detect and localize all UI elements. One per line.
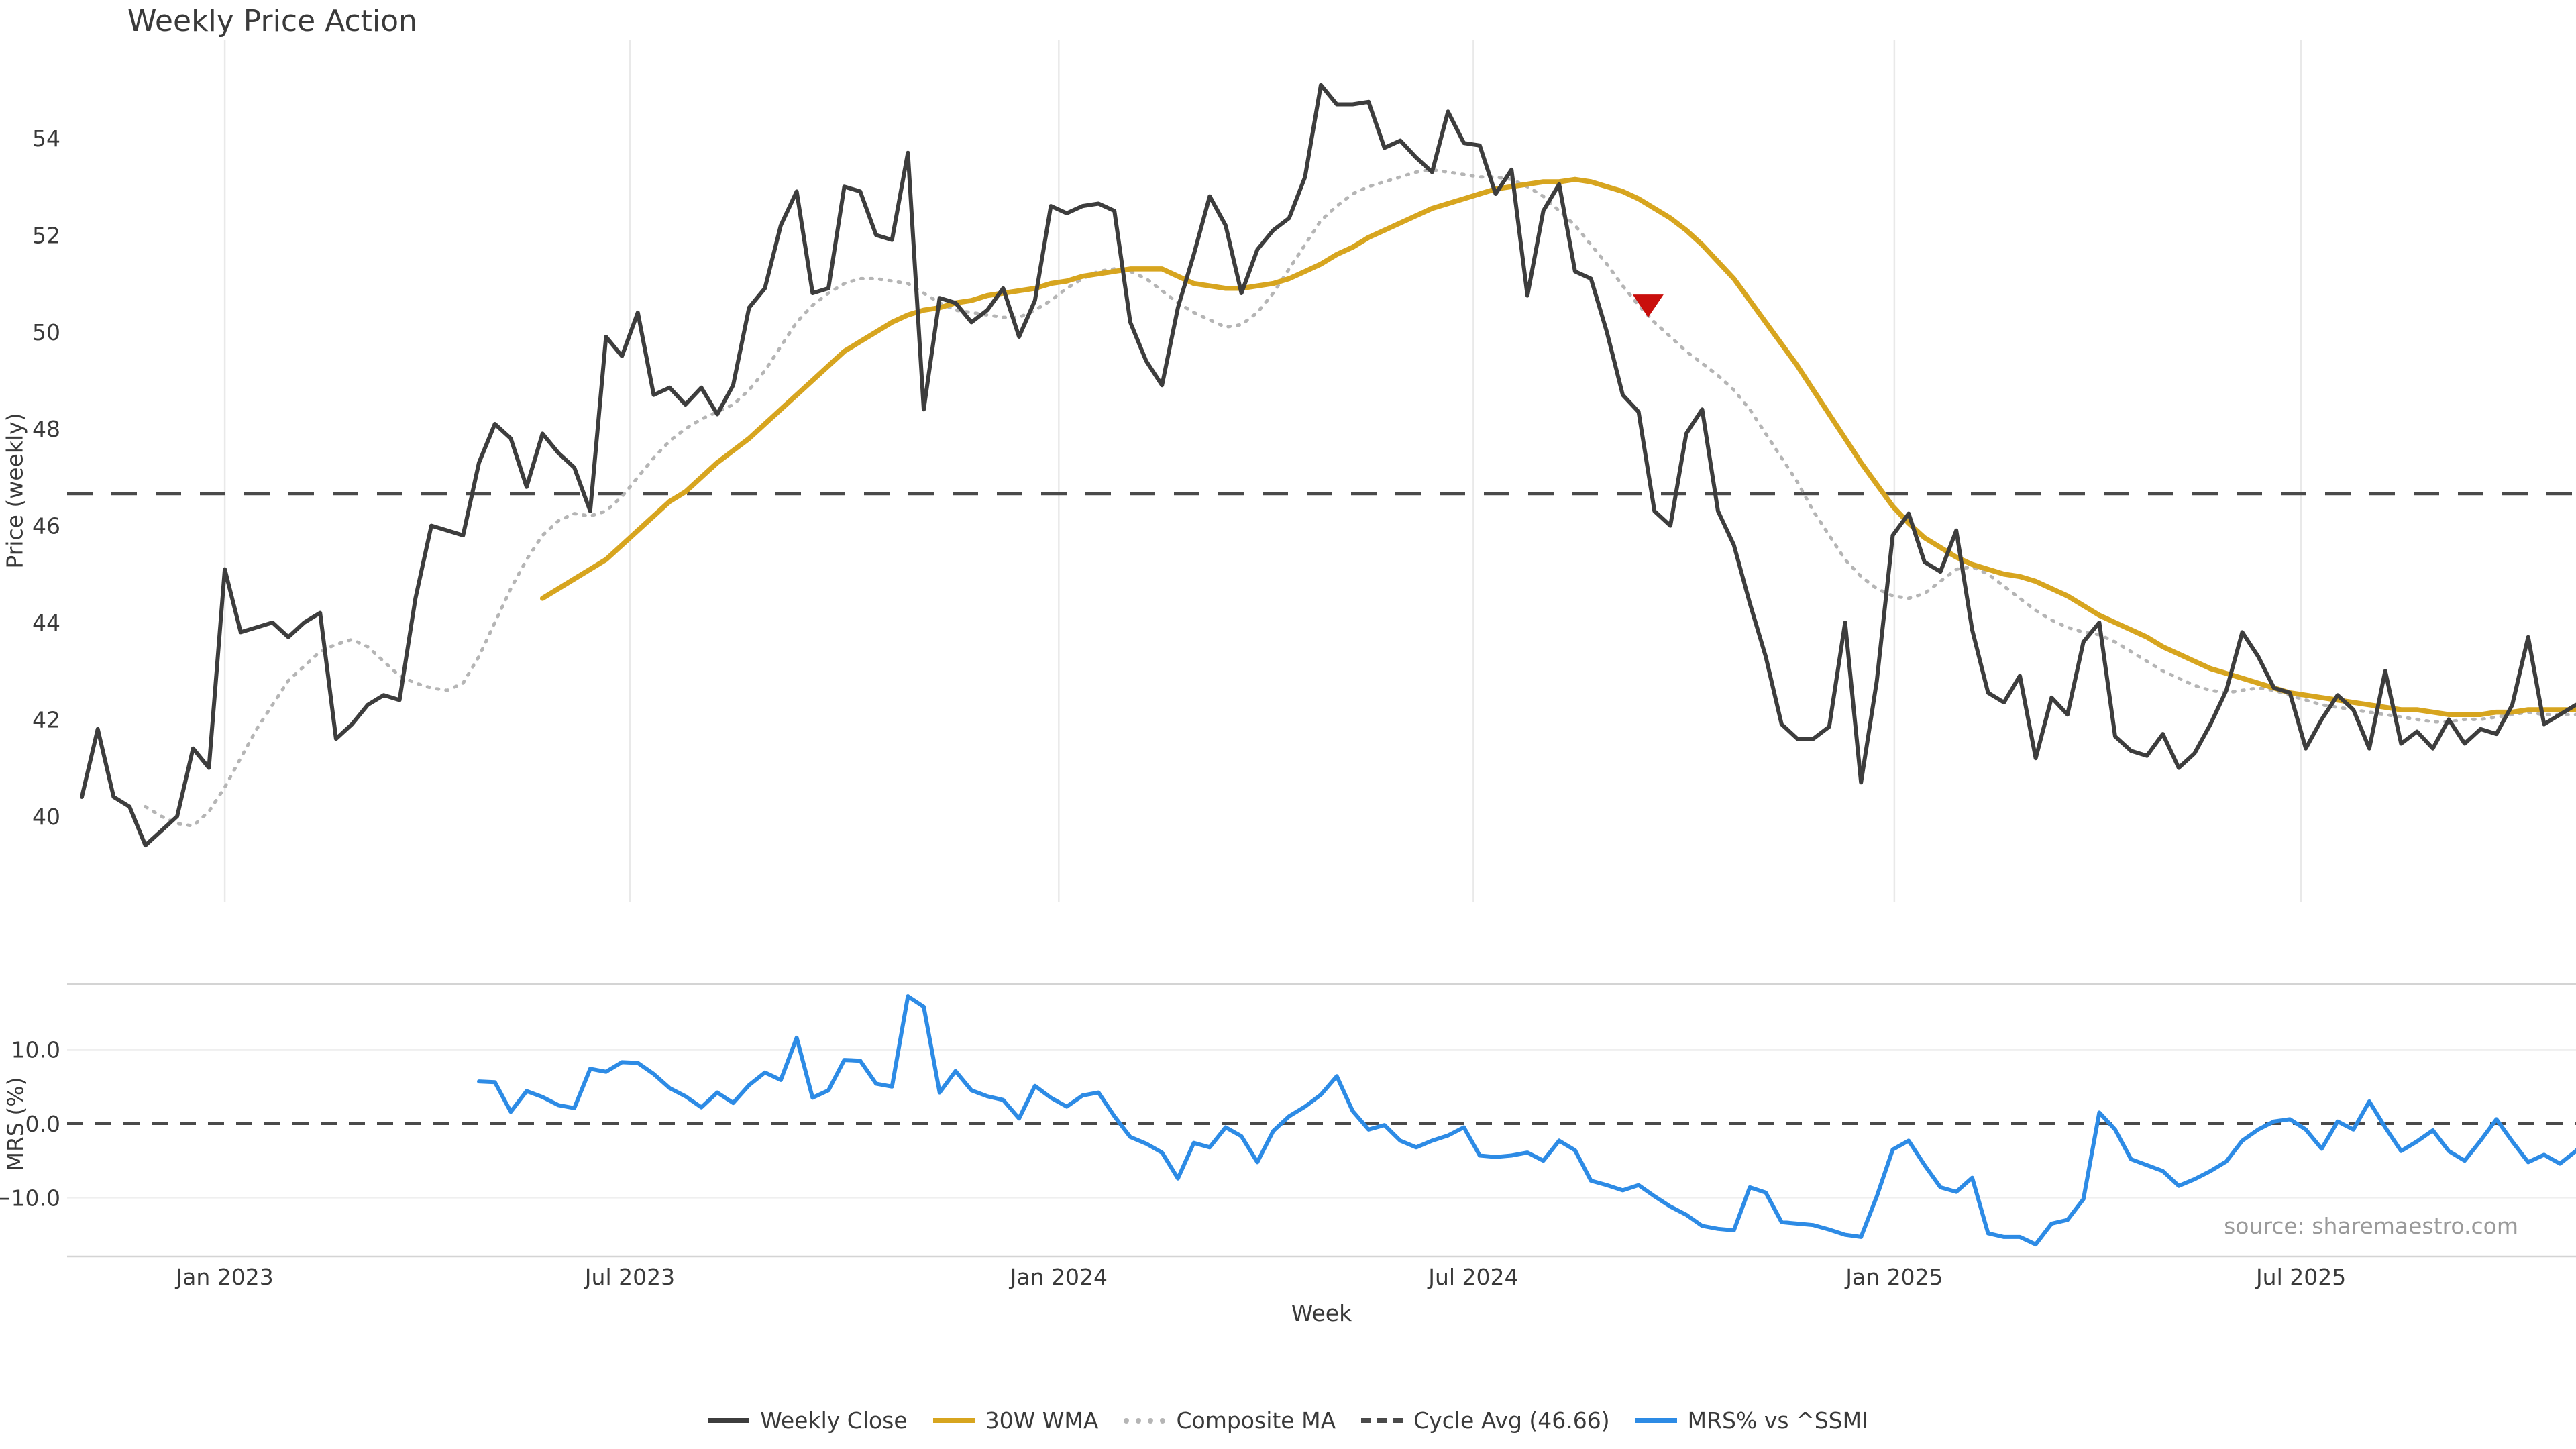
x-tick-label: Jan 2025 bbox=[1844, 1264, 1943, 1290]
weekly-close-line bbox=[80, 83, 2576, 848]
legend: Weekly Close 30W WMA Composite MA Cycle Avg… bbox=[0, 1407, 2576, 1434]
sell-signal-marker-icon bbox=[1632, 294, 1664, 318]
x-tick-label: Jul 2023 bbox=[584, 1264, 675, 1290]
price-tick-label: 48 bbox=[32, 416, 60, 442]
x-tick-label: Jul 2025 bbox=[2255, 1264, 2346, 1290]
legend-item: Composite MA bbox=[1124, 1407, 1336, 1434]
x-tick-label: Jan 2024 bbox=[1009, 1264, 1108, 1290]
x-tick-label: Jul 2024 bbox=[1427, 1264, 1518, 1290]
x-axis-label: Week bbox=[1291, 1300, 1352, 1326]
price-tick-label: 52 bbox=[32, 222, 60, 248]
price-tick-label: 44 bbox=[32, 610, 60, 636]
price-tick-label: 46 bbox=[32, 513, 60, 539]
page-title: Weekly Price Action bbox=[127, 4, 417, 38]
x-tick-label: Jan 2023 bbox=[174, 1264, 273, 1290]
legend-item: Weekly Close bbox=[708, 1407, 908, 1434]
mrs-tick-label: −10.0 bbox=[0, 1185, 60, 1211]
legend-label: Composite MA bbox=[1176, 1407, 1336, 1434]
mrs-tick-label: 10.0 bbox=[11, 1037, 60, 1063]
legend-swatch-solid-icon bbox=[932, 1418, 975, 1423]
legend-item: Cycle Avg (46.66) bbox=[1361, 1407, 1610, 1434]
composite-ma-line bbox=[144, 168, 2576, 828]
legend-item: MRS% vs ^SSMI bbox=[1635, 1407, 1868, 1434]
mrs-axis-label: MRS (%) bbox=[2, 1077, 29, 1171]
price-tick-label: 54 bbox=[32, 125, 60, 152]
legend-swatch-solid-icon bbox=[708, 1418, 750, 1423]
mrs-tick-label: 0.0 bbox=[25, 1111, 60, 1137]
legend-label: 30W WMA bbox=[985, 1407, 1099, 1434]
price-tick-label: 42 bbox=[32, 706, 60, 733]
price-tick-label: 40 bbox=[32, 804, 60, 830]
legend-label: Weekly Close bbox=[760, 1407, 908, 1434]
price-axis-label: Price (weekly) bbox=[1, 413, 28, 569]
legend-swatch-solid-icon bbox=[1635, 1418, 1677, 1423]
mrs-line bbox=[477, 994, 2576, 1246]
wma-line bbox=[539, 176, 2576, 717]
legend-swatch-dashed-icon bbox=[1361, 1418, 1403, 1423]
price-tick-label: 50 bbox=[32, 319, 60, 345]
legend-label: MRS% vs ^SSMI bbox=[1687, 1407, 1868, 1434]
source-note: source: sharemaestro.com bbox=[2224, 1213, 2518, 1239]
legend-swatch-dotted-icon bbox=[1124, 1417, 1166, 1424]
legend-item: 30W WMA bbox=[932, 1407, 1099, 1434]
legend-label: Cycle Avg (46.66) bbox=[1413, 1407, 1610, 1434]
